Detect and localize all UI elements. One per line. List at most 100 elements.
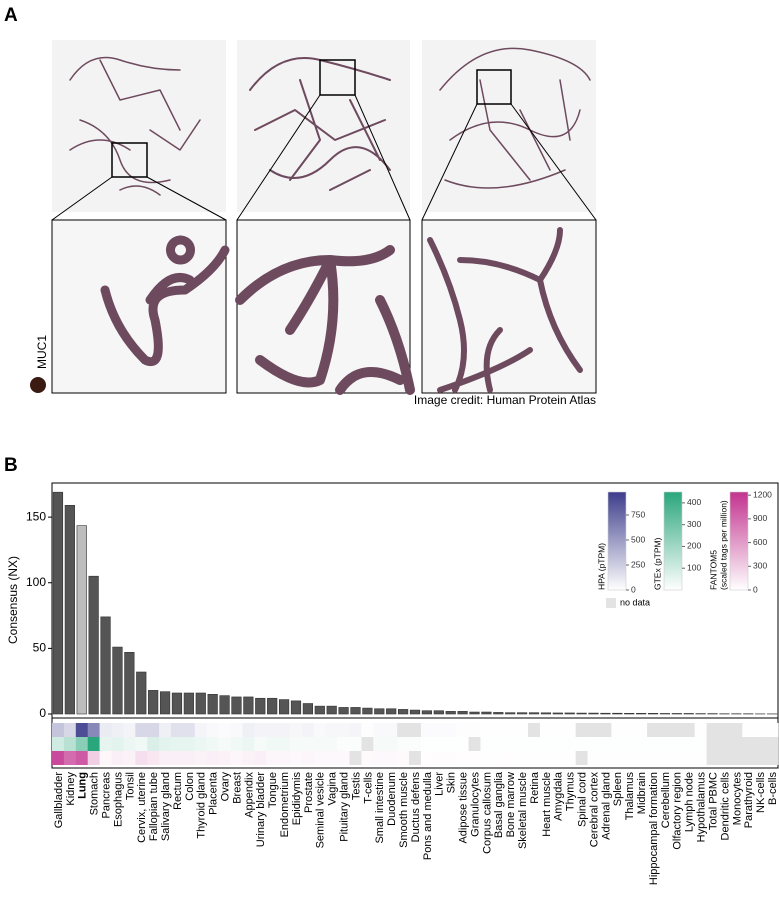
x-tick-label: Tonsil — [124, 772, 136, 800]
heatmap-cell — [504, 751, 516, 765]
x-tick-label: Breast — [231, 772, 243, 804]
heatmap-cell — [350, 723, 362, 737]
heatmap-cell — [278, 751, 290, 765]
heatmap-cell — [100, 737, 112, 751]
heatmap-cell — [88, 751, 100, 765]
heatmap-cell — [635, 737, 647, 751]
no-data-label: no data — [620, 597, 650, 607]
x-tick-label: Thalamus — [624, 772, 636, 821]
heatmap-cell — [635, 723, 647, 737]
x-tick-label: T-cells — [362, 772, 374, 804]
x-tick-label: Fallopian tube — [148, 772, 160, 841]
heatmap-cell — [480, 723, 492, 737]
x-tick-label: Appendix — [243, 772, 255, 818]
bar — [434, 711, 444, 714]
heatmap-cell — [361, 737, 373, 751]
heatmap-cell — [588, 751, 600, 765]
x-tick-label: Tongue — [267, 772, 279, 808]
bar — [101, 617, 111, 714]
heatmap-cell — [195, 737, 207, 751]
heatmap-cell — [159, 751, 171, 765]
heatmap-cell — [754, 751, 766, 765]
heatmap-cell — [528, 751, 540, 765]
heatmap-cell — [135, 723, 147, 737]
heatmap-cell — [623, 751, 635, 765]
heatmap-cell — [647, 751, 659, 765]
heatmap-cell — [278, 723, 290, 737]
x-tick-label: Cerebellum — [660, 772, 672, 828]
heatmap-cell — [76, 723, 88, 737]
x-tick-label: NK-cells — [755, 772, 767, 813]
heatmap-cell — [254, 737, 266, 751]
heatmap-cell — [492, 751, 504, 765]
color-bar-tick-label: 1200 — [753, 489, 772, 499]
heatmap-cell — [135, 737, 147, 751]
heatmap-cell — [528, 737, 540, 751]
heatmap-cell — [385, 723, 397, 737]
heatmap-cell — [231, 737, 243, 751]
heatmap-cell — [123, 751, 135, 765]
heatmap-cell — [242, 737, 254, 751]
panel-label: B — [4, 455, 18, 476]
x-tick-label: Skeletal muscle — [517, 772, 529, 849]
bar — [470, 712, 480, 714]
bar — [660, 713, 670, 714]
heatmap-cell — [730, 751, 742, 765]
x-tick-label: Rectum — [172, 772, 184, 810]
bar — [291, 701, 301, 714]
heatmap-cell — [326, 737, 338, 751]
heatmap-cell — [611, 737, 623, 751]
bar — [136, 672, 146, 714]
x-tick-label: Spinal cord — [577, 772, 589, 827]
color-bar-tick-label: 500 — [631, 534, 645, 544]
heatmap-cell — [64, 737, 76, 751]
heatmap-cell — [88, 737, 100, 751]
heatmap-cell — [671, 737, 683, 751]
color-bar-tick-label: 300 — [687, 519, 701, 529]
bar — [374, 709, 384, 714]
heatmap-cell — [718, 723, 730, 737]
heatmap-cell — [433, 751, 445, 765]
bar — [125, 652, 135, 714]
bar — [601, 713, 611, 714]
bar — [267, 698, 277, 714]
x-tick-label: Total PBMC — [707, 772, 719, 830]
color-bar — [730, 492, 748, 590]
bar — [672, 713, 682, 714]
bar — [458, 711, 468, 714]
heatmap-cell — [135, 751, 147, 765]
x-tick-label: Parathyroid — [743, 772, 755, 828]
color-bar-tick-label: 750 — [631, 509, 645, 519]
heatmap-cell — [766, 751, 778, 765]
heatmap-cell — [659, 751, 671, 765]
x-tick-label: Granulocytes — [469, 772, 481, 837]
heatmap-cell — [480, 751, 492, 765]
color-bar-label: HPA (pTPM) — [596, 543, 606, 590]
x-tick-label: Pituitary gland — [338, 772, 350, 842]
x-tick-label: Hypothalamus — [696, 772, 708, 843]
heatmap-cell — [564, 737, 576, 751]
heatmap-cell — [457, 723, 469, 737]
color-bar-tick-label: 600 — [753, 537, 767, 547]
bar — [315, 706, 325, 714]
heatmap-cell — [445, 723, 457, 737]
heatmap-cell — [231, 723, 243, 737]
bar — [541, 713, 551, 714]
heatmap-cell — [683, 751, 695, 765]
heatmap-cell — [492, 737, 504, 751]
heatmap-cell — [588, 723, 600, 737]
image-credit: Image credit: Human Protein Atlas — [414, 393, 596, 407]
x-tick-label: Ovary — [219, 772, 231, 802]
zoom-image — [52, 220, 226, 393]
heatmap-cell — [183, 723, 195, 737]
marker-dot — [30, 377, 46, 393]
x-tick-label: Adipose tissue — [458, 772, 470, 844]
heatmap-cell — [52, 751, 64, 765]
heatmap-cell — [469, 751, 481, 765]
bar — [339, 707, 349, 714]
bar — [363, 708, 373, 714]
bar — [172, 693, 182, 714]
panel-label: A — [4, 5, 18, 26]
x-tick-label: Heart muscle — [541, 772, 553, 837]
